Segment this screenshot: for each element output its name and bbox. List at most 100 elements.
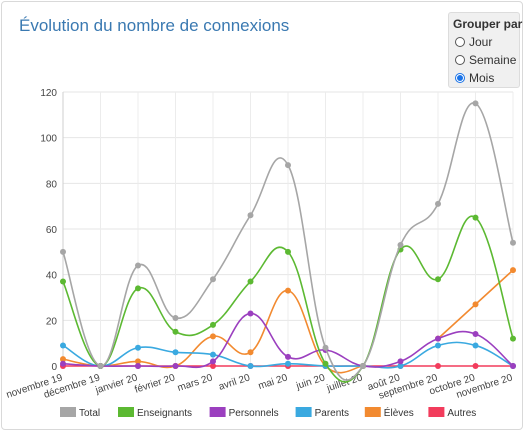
x-tick-label: septembre 20: [377, 372, 439, 401]
x-tick-label: juin 20: [294, 372, 327, 392]
data-point-total: [60, 248, 66, 255]
data-point-enseignants: [510, 335, 516, 342]
legend-label-personnels: Personnels: [229, 408, 279, 419]
data-point-personnels: [135, 363, 141, 369]
data-point-total: [97, 363, 104, 369]
data-point-autres: [172, 363, 179, 369]
data-point-autres: [135, 363, 141, 369]
data-point-parents: [97, 363, 104, 369]
data-point-personnels: [435, 335, 441, 342]
data-point-eleves: [322, 363, 329, 369]
data-point-enseignants: [285, 248, 291, 255]
x-tick-label: décembre 19: [43, 372, 102, 401]
group-option-semaine[interactable]: Semaine: [455, 53, 516, 67]
data-point-enseignants: [172, 328, 179, 335]
data-point-eleves: [472, 301, 479, 308]
data-point-personnels: [322, 347, 329, 354]
data-point-parents: [472, 342, 479, 349]
chart-title: Évolution du nombre de connexions: [19, 16, 290, 35]
group-by-panel: Grouper par : Jour Semaine Mois: [448, 12, 526, 88]
radio-jour[interactable]: [455, 37, 465, 47]
data-point-autres: [472, 363, 479, 369]
group-option-semaine-label: Semaine: [469, 53, 517, 67]
data-point-enseignants: [60, 278, 66, 285]
data-point-enseignants: [210, 321, 216, 328]
data-point-parents: [135, 344, 141, 351]
data-point-eleves: [97, 363, 104, 369]
x-tick-label: août 20: [366, 372, 402, 393]
data-point-enseignants: [97, 363, 104, 369]
legend-swatch-personnels: [209, 407, 226, 417]
group-option-mois-label: Mois: [469, 71, 495, 85]
group-option-jour[interactable]: Jour: [455, 35, 492, 49]
series-line-total: [62, 102, 514, 381]
data-point-eleves: [210, 333, 216, 340]
legend-swatch-enseignants: [118, 407, 134, 417]
data-point-total: [247, 212, 254, 219]
legend-label-total: Total: [79, 408, 100, 419]
radio-semaine[interactable]: [455, 55, 465, 65]
data-point-total: [435, 200, 441, 207]
data-point-parents: [172, 349, 179, 356]
data-point-autres: [435, 363, 441, 369]
legend-label-parents: Parents: [315, 408, 349, 419]
data-point-parents: [247, 363, 254, 369]
y-tick-label: 100: [40, 134, 57, 145]
data-point-eleves: [60, 356, 66, 363]
data-point-eleves: [285, 287, 291, 294]
group-by-label: Grouper par :: [453, 17, 526, 31]
data-point-autres: [360, 363, 366, 369]
data-point-enseignants: [135, 285, 141, 292]
y-tick-label: 60: [46, 225, 58, 236]
data-point-total: [172, 315, 179, 322]
legend-swatch-total: [60, 407, 76, 417]
data-point-total: [397, 241, 404, 248]
series-line-eleves: [437, 269, 514, 340]
data-point-personnels: [472, 331, 479, 338]
data-point-parents: [435, 342, 441, 349]
data-point-parents: [60, 342, 66, 349]
y-tick-label: 80: [46, 179, 58, 190]
data-point-total: [210, 276, 216, 283]
data-point-autres: [510, 363, 516, 369]
data-point-autres: [97, 363, 104, 369]
data-point-personnels: [397, 358, 404, 365]
data-point-personnels: [60, 360, 66, 367]
x-tick-label: mars 20: [176, 372, 214, 394]
legend-label-eleves: Élèves: [384, 406, 414, 419]
radio-mois[interactable]: [455, 73, 465, 83]
x-tick-label: janvier 20: [93, 372, 139, 396]
data-point-enseignants: [397, 246, 404, 253]
data-point-total: [360, 363, 366, 369]
data-point-eleves: [172, 363, 179, 369]
data-point-parents: [397, 363, 404, 369]
data-point-autres: [285, 363, 291, 369]
data-point-eleves: [510, 267, 516, 274]
legend-label-autres: Autres: [447, 408, 476, 419]
data-point-personnels: [285, 353, 291, 360]
data-point-eleves: [247, 349, 254, 356]
data-point-personnels: [97, 363, 104, 369]
data-point-parents: [210, 351, 216, 358]
group-option-mois[interactable]: Mois: [455, 71, 494, 85]
y-tick-label: 120: [40, 88, 57, 99]
data-point-parents: [360, 363, 366, 369]
data-point-autres: [60, 363, 66, 369]
data-point-enseignants: [472, 214, 479, 221]
data-point-parents: [322, 363, 329, 369]
x-tick-label: octobre 20: [428, 372, 477, 397]
data-point-enseignants: [247, 278, 254, 285]
data-point-enseignants: [322, 360, 329, 367]
x-tick-label: avril 20: [217, 372, 251, 393]
series-line-parents: [62, 341, 514, 369]
data-point-personnels: [172, 363, 179, 369]
data-point-eleves: [360, 363, 366, 369]
data-point-enseignants: [360, 363, 366, 369]
data-point-parents: [285, 360, 291, 367]
data-point-autres: [322, 363, 329, 369]
data-point-personnels: [360, 363, 366, 369]
data-point-parents: [510, 363, 516, 369]
series-line-enseignants: [62, 215, 514, 383]
